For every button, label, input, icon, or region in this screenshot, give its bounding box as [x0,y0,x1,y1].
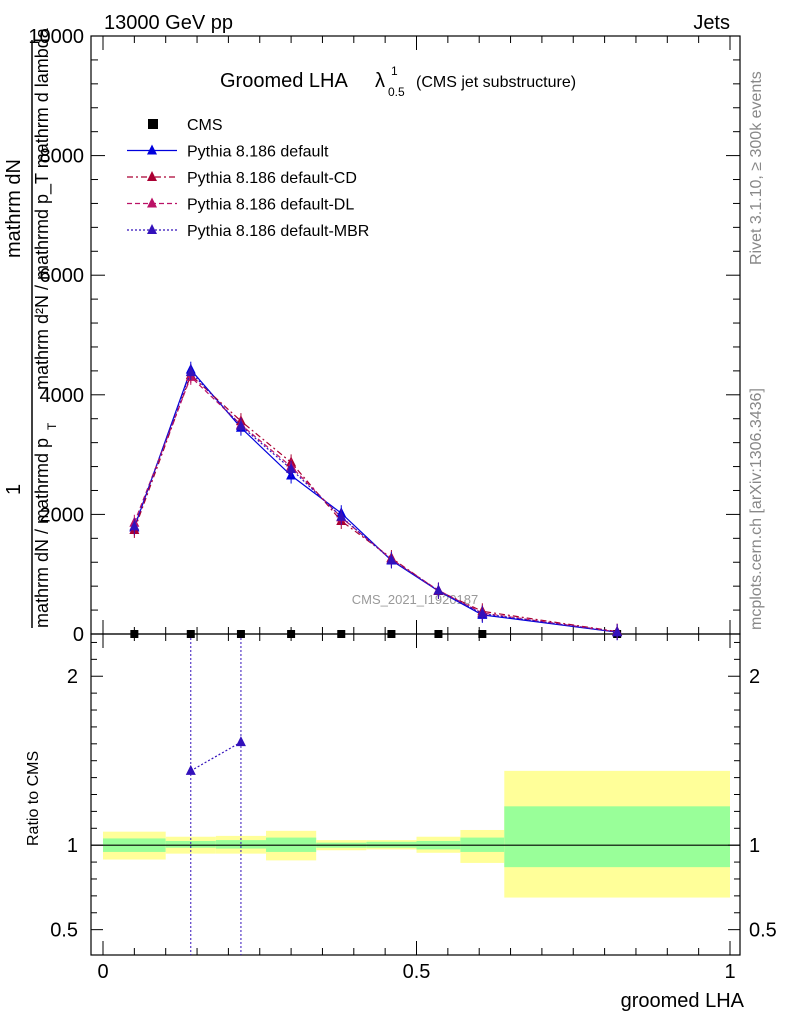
series-point-marker [336,510,347,521]
series-point-marker [235,419,246,430]
ylabel-full: mathrm d²N / mathrmd p_T mathrm d lambda [32,27,53,390]
ylabel-one: 1 [3,484,25,495]
ratio-y-tick-label: 2 [67,666,78,688]
top-y-tick-label: 10000 [28,26,84,48]
top-y-tick-label: 4000 [40,385,85,407]
series-point-marker [129,520,140,531]
ratio-y-tick-label: 1 [67,835,78,857]
cms-data-marker [186,630,195,638]
top-frame [90,35,741,635]
top-y-tick-label: 0 [73,624,84,646]
mcplots-label: mcplots.cern.ch [arXiv:1306.3436] [748,388,765,630]
legend-entry-label: Pythia 8.186 default [187,144,329,161]
top-axes: 0 2000 4000 6000 8000 10000 [28,26,741,646]
cms-data-marker [387,630,396,638]
category-label: Jets [693,12,730,34]
ratio-series-line [190,741,242,772]
cms-data-marker [287,630,296,638]
ratio-y-tick-label: 1 [749,835,760,857]
cms-data-marker [478,630,487,638]
ratio-point-marker [185,764,196,775]
legend-swatch-marker [147,144,157,155]
series-point-marker [433,584,444,595]
ratio-point-marker [235,736,246,747]
legend-swatch-marker [147,197,157,208]
title-sup: 1 [391,64,398,78]
cms-data-marker [337,630,346,638]
series-point-marker [185,366,196,377]
top-y-tick-label: 2000 [40,504,85,526]
ratio-series [185,634,246,955]
top-ylabel: 1 mathrm dN mathrm dN / mathrmd p mathrm… [3,27,59,628]
cms-data-marker [434,630,443,638]
legend-swatch-marker [147,224,157,234]
series-point-marker [386,553,397,564]
ratio-y-tick-label: 0.5 [50,920,78,942]
cms-data-marker [236,630,245,638]
ratio-y-tick-label: 2 [749,666,760,688]
ylabel-subscript: T [45,422,59,430]
series-point-marker [286,462,297,473]
inner-band-bin [215,840,267,849]
legend-entry-label: Pythia 8.186 default-CD [187,170,357,187]
legend: CMS Pythia 8.186 default Pythia 8.186 defa… [127,117,369,240]
ratio-uncertainty-bands [103,770,730,898]
ylabel-denominator: mathrm dN / mathrmd p [32,438,52,628]
cms-data-marker [130,630,139,638]
top-y-tick-label: 6000 [40,265,85,287]
inner-band-bin [165,840,216,848]
series-point-marker [612,626,623,637]
series-point-marker [477,607,488,618]
ratio-y-tick-label: 0.5 [749,920,777,942]
ratio-ylabel: Ratio to CMS [25,751,42,846]
legend-entry-label: CMS [187,117,223,134]
rivet-label: Rivet 3.1.10, ≥ 300k events [748,71,765,265]
energy-label: 13000 GeV pp [104,12,233,34]
analysis-watermark: CMS_2021_I1920187 [352,592,479,607]
legend-swatch-marker [147,171,157,181]
x-axis-label: groomed LHA [621,990,745,1012]
top-y-tick-label: 8000 [40,146,85,168]
ratio-x-tick-label: 0.5 [403,961,431,983]
title-symbol: λ [375,70,385,92]
title-sub: 0.5 [388,85,405,99]
ylabel-numerator: mathrm dN [3,159,25,258]
main-title: Groomed LHA λ 1 0.5 (CMS jet substructur… [220,64,576,99]
legend-entry-label: Pythia 8.186 default-DL [187,197,354,214]
legend-entry-label: Pythia 8.186 default-MBR [187,223,369,240]
ratio-x-tick-label: 1 [724,961,735,983]
legend-swatch-cms [148,119,158,129]
top-series [129,361,623,641]
ratio-x-tick-label: 0 [97,961,108,983]
title-main: Groomed LHA [220,70,348,92]
title-suffix: (CMS jet substructure) [416,74,576,91]
inner-band-bin [504,806,730,868]
